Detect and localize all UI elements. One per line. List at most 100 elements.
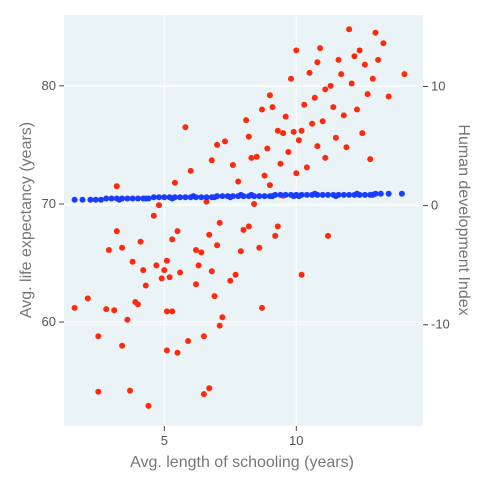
hdi-point — [142, 195, 149, 202]
life-expectancy-point — [200, 391, 207, 398]
life-expectancy-point — [243, 117, 250, 124]
life-expectancy-point — [153, 262, 160, 269]
hdi-point — [354, 190, 360, 197]
hdi-point — [332, 193, 339, 200]
life-expectancy-point — [330, 104, 337, 111]
life-expectancy-point — [119, 244, 126, 251]
life-expectancy-point — [335, 56, 342, 63]
life-expectancy-point — [200, 333, 207, 340]
life-expectancy-point — [343, 144, 350, 151]
life-expectancy-point — [227, 277, 234, 284]
life-expectancy-point — [145, 402, 152, 409]
life-expectancy-point — [274, 127, 281, 134]
hdi-point — [190, 193, 197, 200]
y-right-tick-label: -10 — [431, 317, 450, 332]
hdi-point — [92, 196, 99, 203]
x-axis-title: Avg. length of schooling (years) — [130, 454, 354, 471]
life-expectancy-point — [256, 244, 263, 251]
life-expectancy-point — [245, 223, 252, 230]
hdi-point — [98, 196, 104, 203]
life-expectancy-point — [319, 118, 326, 125]
life-expectancy-point — [208, 268, 215, 275]
life-expectancy-point — [259, 304, 265, 311]
life-expectancy-point — [277, 160, 284, 167]
hdi-point — [87, 196, 94, 203]
life-expectancy-point — [269, 104, 276, 111]
life-expectancy-point — [240, 226, 247, 233]
life-expectancy-point — [103, 306, 110, 313]
life-expectancy-point — [298, 127, 305, 134]
life-expectancy-point — [293, 170, 300, 177]
life-expectancy-point — [311, 94, 318, 101]
hdi-point — [129, 195, 136, 202]
life-expectancy-point — [245, 133, 252, 140]
life-expectancy-point — [288, 75, 294, 82]
life-expectancy-point — [340, 112, 347, 119]
life-expectancy-point — [156, 202, 162, 209]
y-left-tick-label: 60 — [42, 314, 56, 329]
hdi-point — [150, 194, 157, 201]
life-expectancy-point — [142, 282, 149, 289]
hdi-point — [198, 194, 205, 201]
y-left-tick-label: 70 — [42, 196, 56, 211]
hdi-point — [369, 191, 376, 198]
life-expectancy-point — [282, 113, 289, 120]
life-expectancy-point — [214, 141, 221, 148]
life-expectancy-point — [174, 349, 181, 356]
hdi-point — [295, 193, 302, 200]
life-expectancy-point — [134, 301, 141, 308]
life-expectancy-point — [248, 154, 255, 161]
y-left-tick-label: 80 — [42, 78, 56, 93]
hdi-point — [177, 194, 184, 201]
hdi-point — [311, 190, 318, 197]
hdi-point — [134, 195, 141, 202]
life-expectancy-point — [317, 45, 324, 52]
hdi-point — [219, 193, 226, 200]
hdi-point — [161, 194, 168, 201]
life-expectancy-point — [232, 271, 239, 278]
life-expectancy-point — [198, 249, 205, 256]
life-expectancy-point — [237, 248, 244, 255]
hdi-point — [361, 191, 368, 198]
plot-panel — [64, 15, 423, 426]
life-expectancy-point — [71, 304, 78, 311]
hdi-point — [303, 191, 310, 198]
life-expectancy-point — [140, 267, 147, 274]
life-expectancy-point — [214, 242, 221, 249]
life-expectancy-point — [359, 130, 366, 137]
life-expectancy-point — [261, 172, 268, 179]
hdi-point — [248, 191, 255, 198]
life-expectancy-point — [251, 201, 258, 207]
life-expectancy-point — [351, 53, 358, 60]
hdi-point — [237, 191, 244, 198]
life-expectancy-point — [169, 236, 176, 243]
hdi-point — [71, 196, 78, 203]
life-expectancy-point — [295, 137, 302, 144]
life-expectancy-point — [259, 106, 265, 113]
life-expectancy-point — [314, 143, 321, 150]
life-expectancy-point — [306, 69, 313, 76]
life-expectancy-point — [338, 71, 345, 78]
life-expectancy-point — [206, 231, 213, 238]
life-expectancy-point — [327, 82, 334, 89]
hdi-point — [169, 195, 176, 202]
life-expectancy-point — [293, 47, 300, 54]
hdi-point — [277, 191, 284, 198]
life-expectancy-point — [380, 40, 387, 47]
life-expectancy-point — [290, 128, 297, 135]
life-expectancy-point — [185, 338, 192, 344]
tick-labels: 5 10 60 70 80 -10 0 10 — [42, 78, 450, 448]
hdi-point — [377, 190, 384, 197]
life-expectancy-point — [127, 387, 133, 394]
life-expectancy-point — [193, 281, 199, 288]
life-expectancy-point — [348, 80, 355, 87]
life-expectancy-point — [216, 322, 223, 329]
life-expectancy-point — [195, 262, 202, 269]
life-expectancy-point — [222, 138, 228, 145]
life-expectancy-point — [208, 157, 215, 164]
life-expectancy-point — [367, 156, 374, 163]
life-expectancy-point — [272, 232, 279, 239]
life-expectancy-point — [137, 238, 144, 245]
life-expectancy-point — [285, 149, 292, 155]
